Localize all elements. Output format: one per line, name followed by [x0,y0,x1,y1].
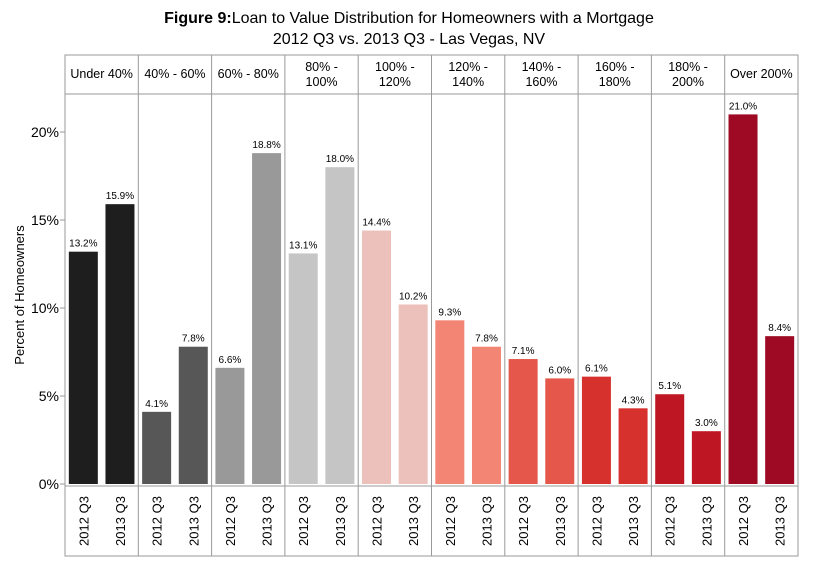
bar [545,378,575,484]
bar [435,320,465,484]
value-label: 7.8% [475,334,498,345]
category-label: 180% -200% [668,60,708,89]
category-label-line: Over 200% [730,67,793,81]
y-tick-label: 5% [39,388,59,404]
category-label: 40% - 60% [144,67,205,81]
category-label: 140% -160% [522,60,562,89]
category-label-line: 100% [306,75,338,89]
value-label: 13.2% [69,239,97,250]
x-tick-label: 2012 Q3 [663,496,678,546]
value-label: 4.1% [145,399,168,410]
bar [142,411,172,484]
y-tick-label: 10% [31,300,59,316]
value-label: 21.0% [729,101,757,112]
value-label: 15.9% [106,191,134,202]
category-label-line: 160% - [595,60,635,74]
category-label-line: 80% - [305,60,338,74]
category-label: 160% -180% [595,60,635,89]
x-tick-label: 2013 Q3 [626,496,641,546]
bar [655,394,685,484]
x-tick-label: 2013 Q3 [699,496,714,546]
value-label: 14.4% [362,218,390,229]
title-prefix: Figure 9: [164,10,232,27]
x-tick-label: 2012 Q3 [296,496,311,546]
bar [178,346,208,484]
category-label: 120% -140% [448,60,488,89]
bar [215,367,245,484]
bar [68,251,98,484]
value-label: 6.6% [219,355,242,366]
x-tick-label: 2012 Q3 [370,496,385,546]
category-label: 80% -100% [305,60,338,89]
category-label-line: 120% [379,75,411,89]
bar [252,153,282,484]
x-tick-label: 2012 Q3 [736,496,751,546]
y-axis-label: Percent of Homeowners [12,225,27,365]
value-label: 7.1% [512,346,535,357]
bar [618,408,648,484]
value-label: 8.4% [768,323,791,334]
x-tick-label: 2012 Q3 [150,496,165,546]
category-label-line: Under 40% [70,67,133,81]
bar [728,114,758,485]
category-label: 60% - 80% [218,67,279,81]
value-label: 4.3% [622,395,645,406]
category-label-line: 140% - [522,60,562,74]
value-label: 6.0% [548,365,571,376]
category-label-line: 180% [599,75,631,89]
x-tick-label: 2013 Q3 [406,496,421,546]
value-label: 18.0% [326,154,354,165]
value-label: 13.1% [289,240,317,251]
value-label: 6.1% [585,364,608,375]
x-tick-label: 2013 Q3 [553,496,568,546]
category-label-line: 40% - 60% [144,67,205,81]
bar [288,253,318,484]
value-label: 10.2% [399,291,427,302]
category-label-line: 100% - [375,60,415,74]
bar [105,204,135,484]
value-label: 7.8% [182,334,205,345]
bar [691,431,721,484]
category-label: Under 40% [70,67,133,81]
x-tick-label: 2013 Q3 [260,496,275,546]
x-tick-label: 2012 Q3 [223,496,238,546]
category-label: 100% -120% [375,60,415,89]
value-label: 18.8% [252,140,280,151]
x-tick-label: 2013 Q3 [333,496,348,546]
title-main: Loan to Value Distribution for Homeowner… [232,10,654,27]
value-label: 9.3% [438,307,461,318]
x-tick-label: 2012 Q3 [589,496,604,546]
x-tick-label: 2013 Q3 [773,496,788,546]
y-tick-label: 20% [31,124,59,140]
category-label-line: 140% [452,75,484,89]
chart-subtitle: 2012 Q3 vs. 2013 Q3 - Las Vegas, NV [273,31,545,48]
category-label-line: 200% [672,75,704,89]
y-tick-label: 15% [31,212,59,228]
bar [508,359,538,484]
bar [398,304,428,484]
value-label: 3.0% [695,418,718,429]
bar [325,167,355,484]
chart-title: Figure 9:Loan to Value Distribution for … [164,10,654,27]
x-tick-label: 2012 Q3 [516,496,531,546]
plot-area: 0% 5% 10% 15% 20% Under 40% 13.2% 2012 Q3 15.9% 2… [31,54,799,557]
category-label-line: 60% - 80% [218,67,279,81]
category-label-line: 160% [525,75,557,89]
bar [765,336,795,484]
bar [581,376,611,484]
bar [471,346,501,484]
x-tick-label: 2013 Q3 [186,496,201,546]
x-tick-label: 2012 Q3 [76,496,91,546]
category-label: Over 200% [730,67,793,81]
x-tick-label: 2013 Q3 [479,496,494,546]
value-label: 5.1% [658,381,681,392]
category-label-line: 120% - [448,60,488,74]
bar [362,230,392,484]
y-tick-label: 0% [39,476,59,492]
x-tick-label: 2012 Q3 [443,496,458,546]
x-tick-label: 2013 Q3 [113,496,128,546]
category-label-line: 180% - [668,60,708,74]
